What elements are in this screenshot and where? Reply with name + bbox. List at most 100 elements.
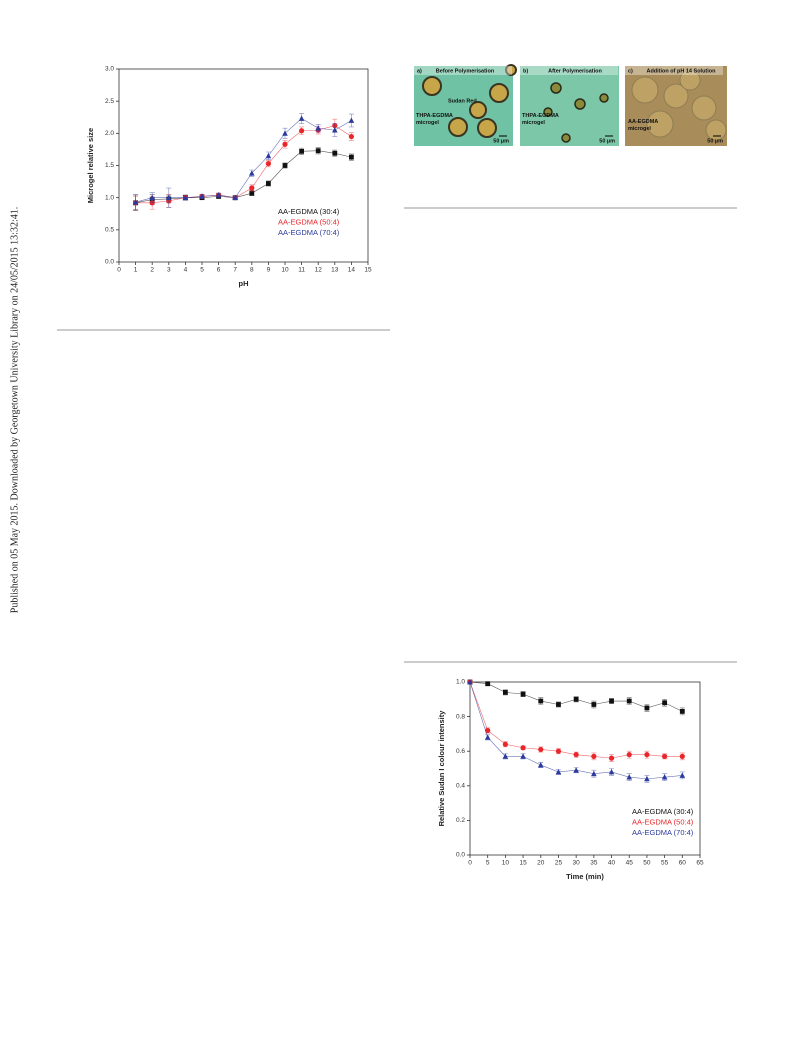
panel-tag-bg [520,66,618,75]
data-point [282,130,288,136]
data-point [502,753,509,759]
data-point [282,141,288,147]
panel-tag: a) [417,68,422,74]
scale-label: 50 µm [493,138,509,144]
legend-entry: AA-EGDMA (30:4) [632,807,694,816]
data-point [662,753,668,759]
y-tick-label: 0.0 [105,259,114,266]
data-point [679,772,686,778]
data-point [626,752,632,758]
y-tick-label: 0.5 [105,227,114,234]
data-point [485,681,491,687]
x-tick-label: 35 [590,860,598,867]
y-tick-label: 0.2 [456,817,465,824]
series-line [469,681,683,759]
panel-tag-bg [414,66,512,75]
data-point [679,753,685,759]
x-tick-label: 20 [537,860,545,867]
data-point [502,689,508,695]
microgel-beads [543,82,609,143]
data-point [573,767,579,773]
y-tick-label: 0.4 [456,783,465,790]
data-point [644,775,650,782]
data-point [266,181,271,186]
data-point [556,702,561,707]
data-point [662,700,668,706]
data-point [661,774,668,780]
panel-tag: b) [523,68,528,74]
label-line: THPA-EGDMA [416,113,453,119]
legend-entry: AA-EGDMA (30:4) [278,207,340,216]
data-point [484,734,491,740]
data-point [249,170,255,176]
panel-caption: Before Polymerisation [436,68,495,74]
y-tick-label: 3.0 [105,66,114,73]
data-point [679,709,685,714]
panel-tag: c) [628,68,633,74]
microgel-beads [422,64,517,138]
x-tick-label: 9 [267,267,271,274]
data-point [149,194,155,201]
data-point [644,705,650,711]
data-point [332,127,338,133]
x-tick-label: 0 [117,267,121,274]
plot-frame [469,681,701,856]
x-tick-label: 5 [486,860,490,867]
x-tick-label: 14 [348,267,356,274]
label-line: microgel [628,126,651,132]
y-tick-label: 1.0 [105,194,114,201]
data-point [215,192,222,198]
charts: 0.00.51.01.52.02.53.00 1 2 3 4 5 6 7 8 9 10 11 12 13 1… [86,66,704,881]
x-tick-label: 0 [468,860,472,867]
legend-entry: AA-EGDMA (70:4) [632,828,694,837]
x-tick-label: 7 [233,267,237,274]
data-point [644,752,650,758]
data-point [299,148,304,154]
data-point [626,698,632,704]
x-tick-label: 11 [298,267,305,274]
data-point [249,185,255,191]
series-line [135,125,352,204]
scale-label: 50 µm [599,138,615,144]
y-tick-label: 0.0 [456,852,465,859]
label-line: microgel [522,120,545,126]
x-tick-label: 3 [167,267,171,274]
data-point [591,702,597,707]
data-point [502,741,508,747]
data-point [591,753,597,759]
x-axis-title: pH [239,279,249,288]
legend-entry: AA-EGDMA (50:4) [632,817,694,826]
data-point [573,696,579,702]
legend-entry: AA-EGDMA (50:4) [278,217,340,226]
y-tick-label: 2.5 [105,98,114,105]
x-tick-label: 2 [150,267,154,274]
data-point [315,148,321,154]
data-point [537,762,544,768]
x-tick-label: 55 [661,860,669,867]
data-point [520,745,526,751]
micrograph-figure: a) Before Polymerisation Sudan Red THPA-EGD… [414,64,727,146]
label-line: microgel [416,120,439,126]
sidebar-note: Published on 05 May 2015. Downloaded by … [9,207,20,613]
panel-caption: After Polymerisation [548,68,602,74]
legend-entry: AA-EGDMA (70:4) [278,228,340,237]
panel-label: Sudan Red [448,98,477,104]
y-tick-label: 0.8 [456,713,465,720]
data-point [608,768,615,775]
series-line [135,118,352,203]
x-tick-label: 60 [679,860,687,867]
microgel-beads [631,69,727,141]
y-tick-label: 2.0 [105,130,114,137]
x-tick-label: 15 [519,860,527,867]
x-tick-label: 45 [626,860,634,867]
x-tick-label: 65 [696,860,704,867]
data-point [538,698,544,704]
x-tick-label: 1 [134,267,138,274]
data-point [332,150,338,156]
data-point [591,770,597,777]
y-axis-title: Relative Sudan I colour intensity [437,710,446,827]
data-point [265,160,271,167]
data-point [520,691,526,697]
y-axis-title: Microgel relative size [86,128,95,203]
data-point [467,679,473,685]
